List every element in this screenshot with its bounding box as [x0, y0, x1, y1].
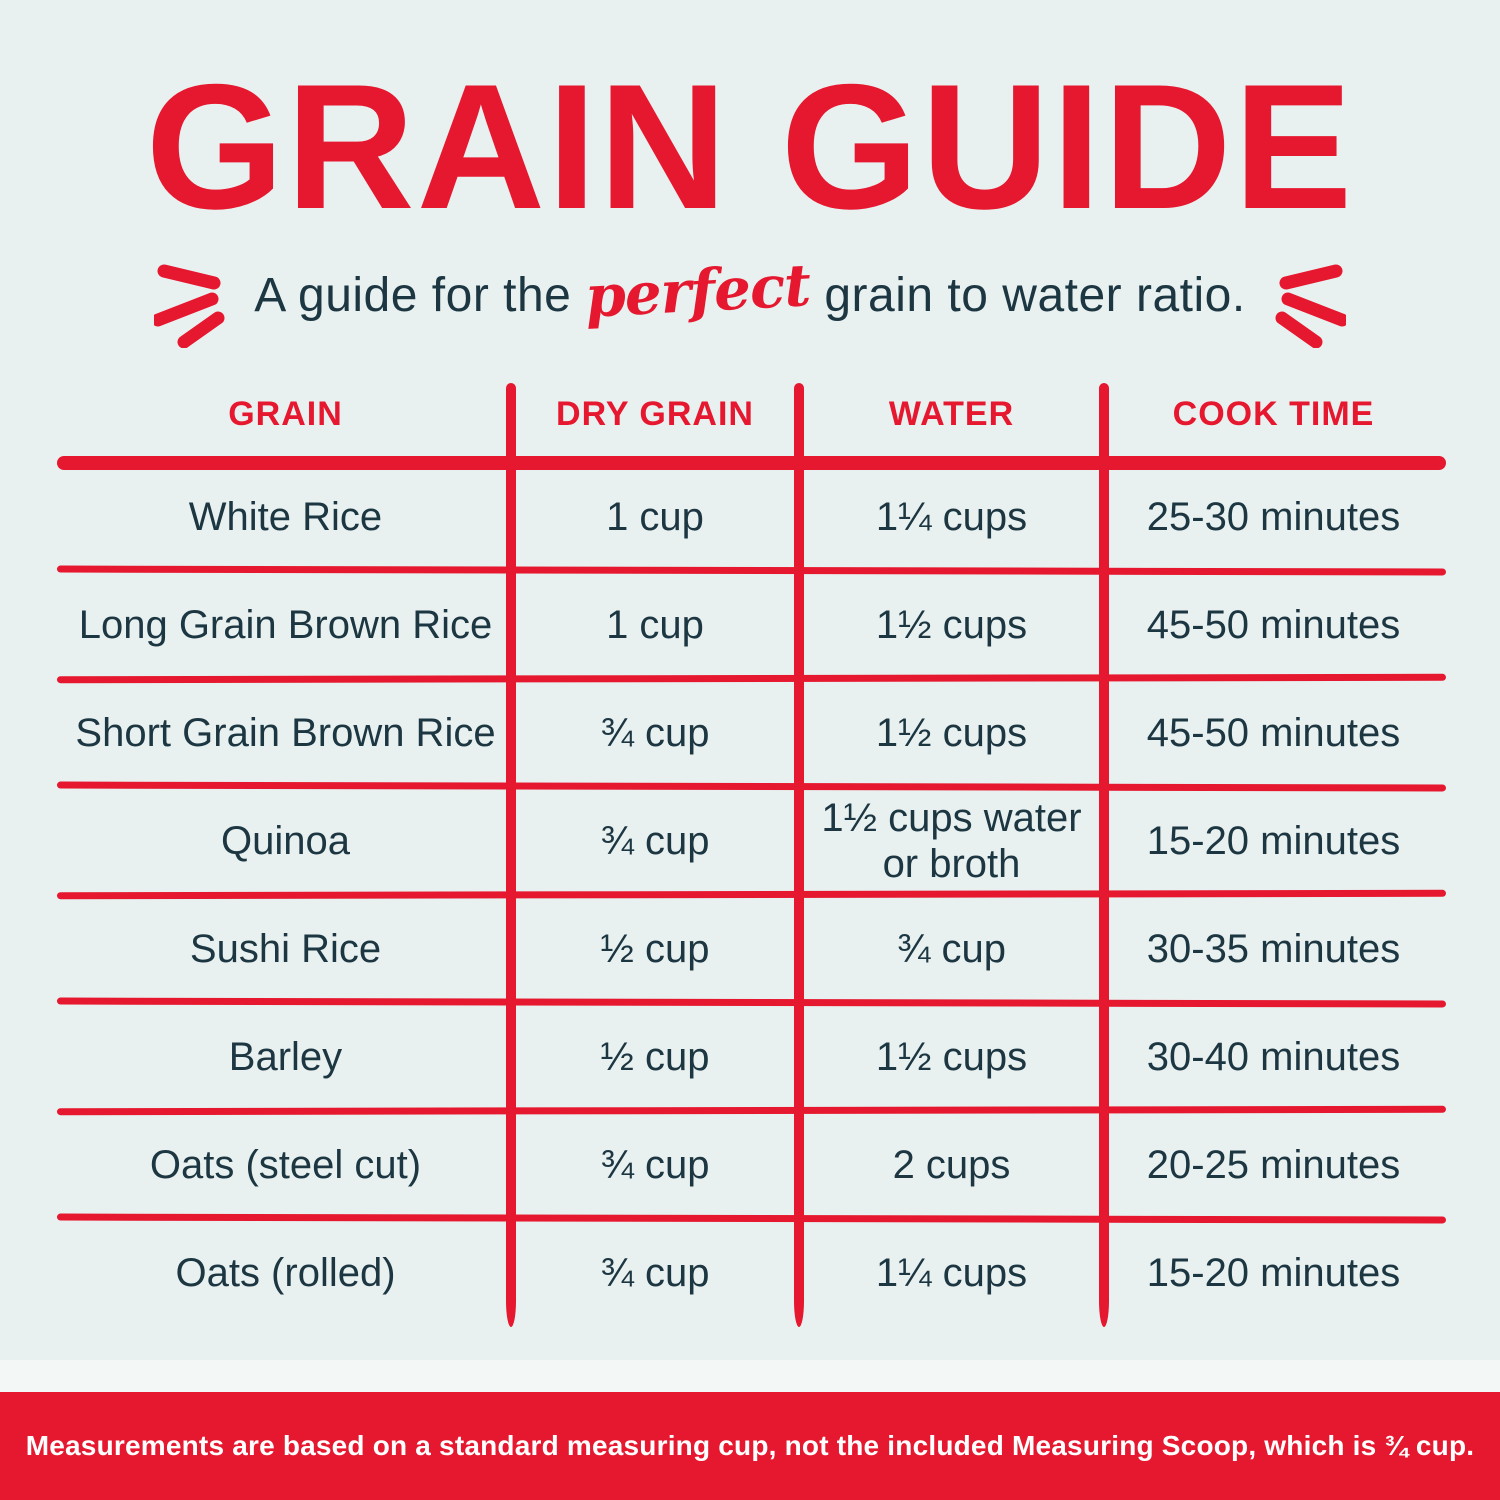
table-cell-water: 1½ cups — [799, 679, 1104, 787]
table-cell-grain: Oats (steel cut) — [149, 1143, 422, 1187]
table-cell-dry-grain: 1 cup — [606, 603, 704, 647]
table-cell-dry-grain: 1 cup — [606, 495, 704, 539]
subtitle-prefix: A guide for the — [254, 268, 572, 322]
water-value: 1½ cups water or broth — [821, 796, 1082, 886]
table-cell-water: 1½ cups — [799, 1003, 1104, 1111]
table-cell-cook-time: 20-25 minutes — [1146, 1143, 1401, 1187]
subtitle: A guide for the perfect grain to water r… — [254, 251, 1246, 331]
water-value: 1¼ cups — [875, 495, 1028, 539]
column-header-cook-time: COOK TIME — [1172, 395, 1375, 433]
table-cell-cook-time: 45-50 minutes — [1146, 603, 1401, 647]
grain-table: GRAIN DRY GRAIN WATER COOK TIME White Ri… — [56, 383, 1447, 1327]
column-header-water: WATER — [888, 395, 1015, 433]
table-cell-water: 2 cups — [799, 1111, 1104, 1219]
subtitle-row: A guide for the perfect grain to water r… — [0, 232, 1500, 352]
emphasis-left-icon — [154, 264, 225, 348]
table-cell-grain: Long Grain Brown Rice — [78, 603, 493, 647]
water-value: 1½ cups — [875, 1035, 1028, 1079]
table-cell-dry-grain: ¾ cup — [600, 1143, 710, 1187]
water-value: 1¼ cups — [875, 1251, 1028, 1295]
table-cell-dry-grain: ½ cup — [600, 1035, 710, 1079]
table-cell-cook-time: 25-30 minutes — [1146, 495, 1401, 539]
footer-top-strip — [0, 1360, 1500, 1392]
footer-band: Measurements are based on a standard mea… — [0, 1392, 1500, 1500]
table-cell-grain: Short Grain Brown Rice — [75, 711, 496, 755]
water-value: 2 cups — [892, 1143, 1011, 1187]
water-value: 1½ cups — [875, 603, 1028, 647]
table-cell-cook-time: 15-20 minutes — [1146, 819, 1401, 863]
table-cell-dry-grain: ½ cup — [600, 927, 710, 971]
subtitle-suffix: grain to water ratio. — [824, 268, 1246, 322]
table-cell-water: ¾ cup — [799, 895, 1104, 1003]
table-cell-water: 1½ cups water or broth — [799, 787, 1104, 895]
water-value: ¾ cup — [897, 927, 1006, 971]
table-cell-grain: Oats (rolled) — [175, 1251, 396, 1295]
table-cell-grain: Barley — [228, 1035, 343, 1079]
table-cell-cook-time: 45-50 minutes — [1146, 711, 1401, 755]
table-cell-water: 1¼ cups — [799, 1219, 1104, 1327]
water-value: 1½ cups — [875, 711, 1028, 755]
subtitle-highlight: perfect — [583, 250, 812, 331]
page-title: GRAIN GUIDE — [145, 47, 1355, 246]
table-cell-grain: White Rice — [188, 495, 383, 539]
table-cell-dry-grain: ¾ cup — [600, 819, 710, 863]
table-cell-water: 1½ cups — [799, 571, 1104, 679]
table-cell-cook-time: 30-40 minutes — [1146, 1035, 1401, 1079]
table-cell-dry-grain: ¾ cup — [600, 1251, 710, 1295]
emphasis-right-icon — [1275, 264, 1346, 348]
table-cell-grain: Sushi Rice — [189, 927, 382, 971]
table-cell-cook-time: 15-20 minutes — [1146, 1251, 1401, 1295]
footer-note: Measurements are based on a standard mea… — [25, 1430, 1475, 1461]
table-cell-grain: Quinoa — [221, 819, 350, 863]
table-cell-cook-time: 30-35 minutes — [1146, 927, 1401, 971]
table-cell-water: 1¼ cups — [799, 463, 1104, 571]
column-header-dry-grain: DRY GRAIN — [556, 395, 754, 433]
column-header-grain: GRAIN — [228, 395, 343, 433]
table-cell-dry-grain: ¾ cup — [600, 711, 710, 755]
